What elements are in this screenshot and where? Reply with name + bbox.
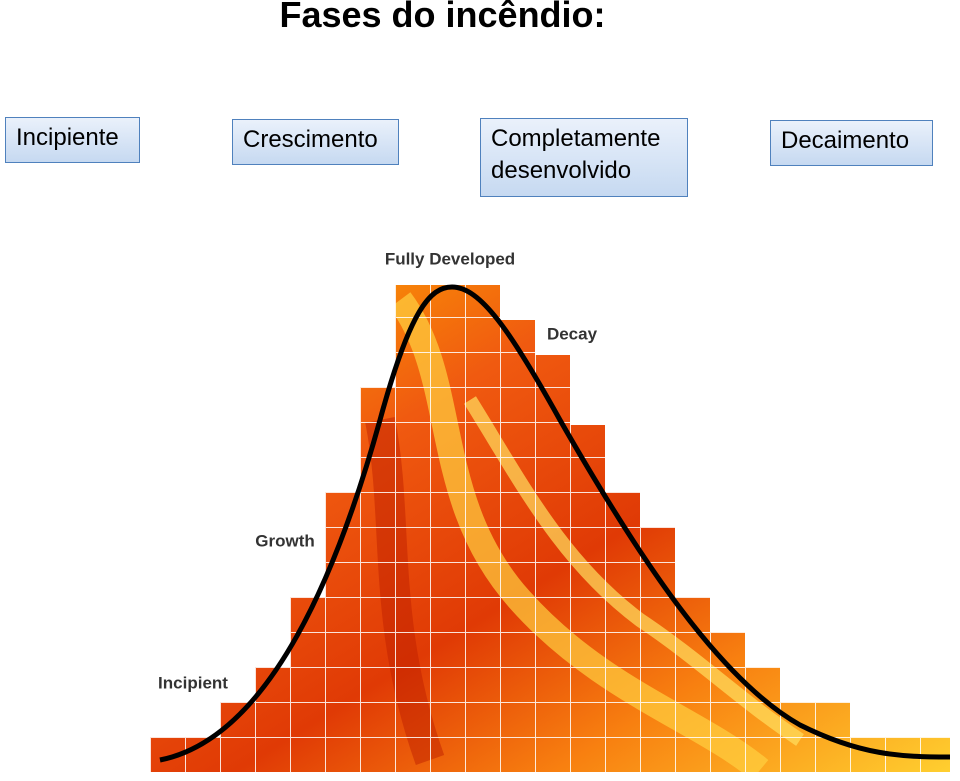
curve-label: Incipient bbox=[158, 673, 228, 692]
phase-box: Decaimento bbox=[770, 120, 933, 166]
phase-box: Incipiente bbox=[5, 117, 140, 163]
slide-title: Fases do incêndio: bbox=[279, 0, 606, 35]
curve-label: Growth bbox=[255, 531, 315, 550]
curve-label: Fully Developed bbox=[385, 249, 515, 268]
fire-curve bbox=[159, 284, 951, 763]
curve-label: Decay bbox=[547, 324, 598, 343]
phase-box: Completamente desenvolvido bbox=[480, 118, 688, 197]
phase-box: Crescimento bbox=[232, 119, 399, 165]
fire-blocks bbox=[150, 285, 950, 772]
